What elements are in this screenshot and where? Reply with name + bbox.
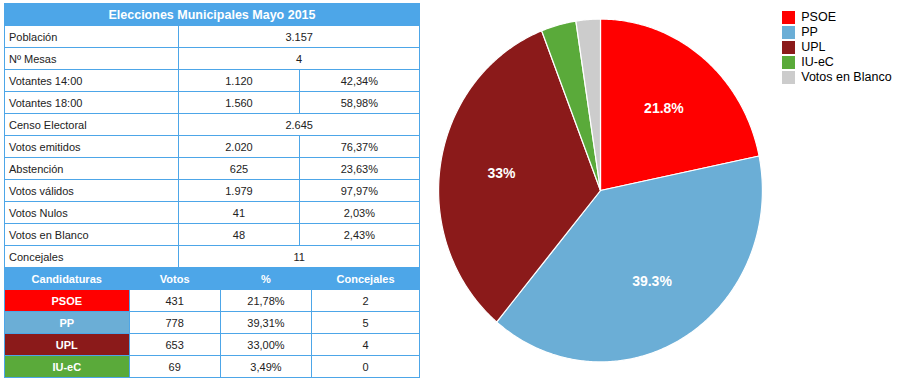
html-text:UPL: UPL bbox=[801, 40, 826, 54]
html-text:3.157: 3.157 bbox=[285, 30, 313, 43]
html-text:Votos en Blanco: Votos en Blanco bbox=[9, 228, 89, 241]
svg-text:39.3%: 39.3% bbox=[632, 273, 672, 289]
html-text:Votos Nulos: Votos Nulos bbox=[9, 206, 68, 219]
html-text:4: 4 bbox=[362, 338, 369, 351]
html-text:PSOE: PSOE bbox=[801, 10, 836, 24]
html-text:Votos emitidos: Votos emitidos bbox=[9, 140, 81, 153]
html-text:1.120: 1.120 bbox=[225, 74, 253, 87]
html-text:Votos: Votos bbox=[159, 272, 190, 285]
html-text:33,00%: 33,00% bbox=[247, 338, 285, 351]
html-text:IU-eC: IU-eC bbox=[52, 360, 82, 373]
html-text:Votos en Blanco: Votos en Blanco bbox=[801, 70, 892, 84]
html-text:UPL: UPL bbox=[55, 338, 78, 351]
html-text:PP: PP bbox=[59, 316, 75, 329]
html-text:41: 41 bbox=[232, 206, 246, 219]
html-text:Abstención: Abstención bbox=[9, 162, 64, 175]
html-text:Nº Mesas: Nº Mesas bbox=[9, 52, 57, 65]
html-text:778: 778 bbox=[165, 316, 184, 329]
html-text:431: 431 bbox=[165, 294, 184, 307]
html-text:2: 2 bbox=[362, 294, 369, 307]
html-text:1.979: 1.979 bbox=[225, 184, 253, 197]
html-text:97,97%: 97,97% bbox=[340, 184, 378, 197]
html-text:58,98%: 58,98% bbox=[340, 96, 378, 109]
html-text:PP: PP bbox=[801, 25, 818, 39]
html-text:Votos válidos: Votos válidos bbox=[9, 184, 74, 197]
html-text:48: 48 bbox=[232, 228, 246, 241]
html-text:1.560: 1.560 bbox=[225, 96, 253, 109]
html-text:625: 625 bbox=[229, 162, 249, 175]
html-text:76,37%: 76,37% bbox=[340, 140, 378, 153]
html-text:Votantes 18:00: Votantes 18:00 bbox=[9, 96, 83, 109]
html-text:Censo Electoral: Censo Electoral bbox=[9, 118, 87, 131]
html-text:Votantes 14:00: Votantes 14:00 bbox=[9, 74, 83, 87]
html-text:39,31%: 39,31% bbox=[247, 316, 285, 329]
html-text:3,49%: 3,49% bbox=[250, 360, 282, 373]
html-text:69: 69 bbox=[168, 360, 181, 373]
html-text:2,03%: 2,03% bbox=[343, 206, 375, 219]
html-text:2.645: 2.645 bbox=[285, 118, 313, 131]
html-text:653: 653 bbox=[165, 338, 184, 351]
html-text:4: 4 bbox=[296, 52, 303, 65]
html-text:23,63%: 23,63% bbox=[340, 162, 378, 175]
svg-text:21.8%: 21.8% bbox=[644, 100, 684, 116]
html-text:PSOE: PSOE bbox=[51, 294, 82, 307]
html-text:2,43%: 2,43% bbox=[343, 228, 375, 241]
html-text:2.020: 2.020 bbox=[225, 140, 253, 153]
html-text:Concejales: Concejales bbox=[9, 250, 64, 263]
html-text:0: 0 bbox=[362, 360, 369, 373]
html-text:42,34%: 42,34% bbox=[340, 74, 378, 87]
html-text:21,78%: 21,78% bbox=[247, 294, 285, 307]
html-text:11: 11 bbox=[293, 250, 305, 263]
html-text:IU-eC: IU-eC bbox=[801, 55, 834, 69]
html-text:Elecciones Municipales Mayo 20: Elecciones Municipales Mayo 2015 bbox=[108, 7, 316, 22]
html-text:5: 5 bbox=[362, 316, 369, 329]
html-text:Población: Población bbox=[9, 30, 58, 43]
html-text:Concejales: Concejales bbox=[336, 272, 395, 285]
svg-text:33%: 33% bbox=[487, 165, 516, 181]
html-text:Candidaturas: Candidaturas bbox=[31, 272, 102, 285]
